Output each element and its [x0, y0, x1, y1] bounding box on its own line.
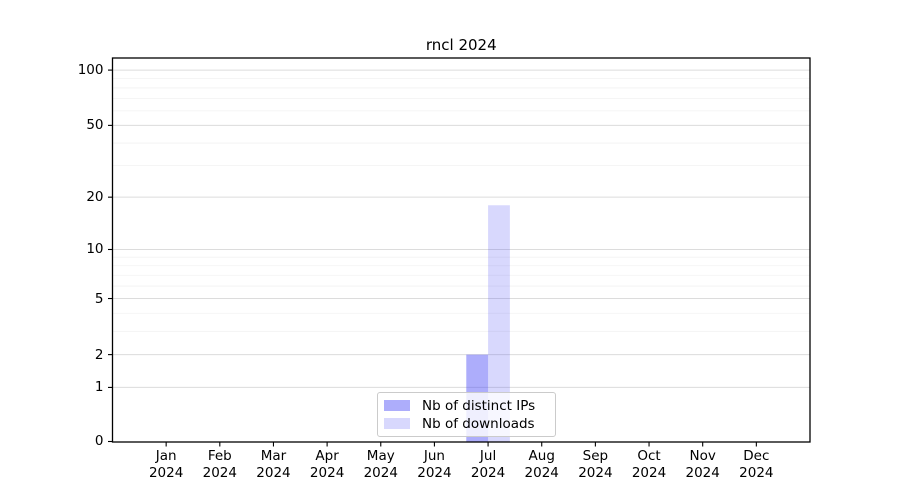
- y-axis-tick-label: 20: [86, 189, 104, 206]
- legend-swatch-distinct-ips: [384, 400, 410, 411]
- x-axis-tick-label: Jul 2024: [470, 448, 506, 481]
- x-axis-tick-label: Sep 2024: [578, 448, 613, 481]
- y-axis-tick-label: 5: [94, 290, 104, 307]
- x-axis-tick-label: Jun 2024: [417, 448, 452, 481]
- bar-jul-series1: [488, 205, 510, 442]
- y-axis-tick-label: 1: [94, 379, 104, 396]
- chart-title: rncl 2024: [425, 36, 497, 54]
- y-axis-tick-label: 2: [94, 346, 104, 363]
- x-axis-tick-label: Jan 2024: [148, 448, 184, 481]
- x-axis-tick-label: Aug 2024: [524, 448, 559, 481]
- legend-label-distinct-ips: Nb of distinct IPs: [422, 397, 536, 414]
- legend: Nb of distinct IPs Nb of downloads: [377, 392, 556, 437]
- y-axis-tick-label: 0: [94, 432, 104, 449]
- x-axis-tick-label: Nov 2024: [685, 448, 720, 481]
- x-axis-tick-label: Feb 2024: [202, 448, 237, 481]
- y-axis-tick-label: 50: [86, 117, 104, 134]
- x-axis-tick-label: May 2024: [363, 448, 398, 481]
- x-axis-tick-label: Dec 2024: [739, 448, 774, 481]
- y-axis-tick-label: 10: [86, 241, 104, 258]
- legend-item-distinct-ips: Nb of distinct IPs: [384, 397, 547, 415]
- axes-spines: [111, 57, 811, 443]
- x-axis-tick-label: Apr 2024: [309, 448, 345, 481]
- legend-swatch-downloads: [384, 418, 410, 429]
- y-axis-tick-label: 100: [77, 62, 104, 79]
- x-axis-tick-label: Mar 2024: [256, 448, 291, 481]
- x-axis-tick-label: Oct 2024: [631, 448, 667, 481]
- legend-label-downloads: Nb of downloads: [422, 415, 535, 432]
- legend-item-downloads: Nb of downloads: [384, 415, 547, 433]
